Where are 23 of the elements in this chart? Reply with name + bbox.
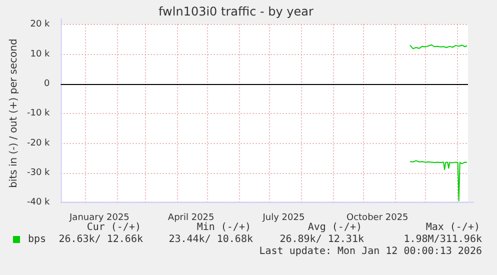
y-tick-label: 0	[44, 79, 50, 90]
legend-label: bps	[28, 234, 46, 245]
text: 26.63k/ 12.66k	[58, 234, 143, 246]
text: 26.89k/ 12.31k	[280, 234, 364, 246]
text: Avg (-/+)	[308, 222, 362, 234]
y-tick-label: -10 k	[26, 108, 51, 119]
y-tick-label: 10 k	[30, 49, 51, 60]
x-tick-label: April 2025	[168, 212, 214, 223]
y-tick-label: -40 k	[26, 198, 51, 208]
text: Min (-/+)	[196, 222, 251, 234]
text: 1.98M/311.96k	[404, 234, 482, 246]
chart-title: fwln103i0 traffic - by year	[158, 4, 314, 18]
x-tick-label: July 2025	[262, 212, 305, 223]
y-tick-label: -20 k	[26, 138, 51, 148]
text: Last update: Mon Jan 12 00:00:13 2026	[259, 246, 482, 258]
y-axis-title: bits in (-) / out (+) per second	[8, 38, 20, 188]
text: 23.44k/ 10.68k	[168, 234, 253, 246]
x-tick-label: October 2025	[346, 212, 408, 223]
text: Max (-/+)	[426, 222, 480, 234]
text: Cur (-/+)	[86, 222, 141, 234]
y-tick-label: 20 k	[30, 20, 51, 30]
y-tick-label: -30 k	[26, 168, 51, 178]
x-tick-label: January 2025	[68, 212, 130, 223]
